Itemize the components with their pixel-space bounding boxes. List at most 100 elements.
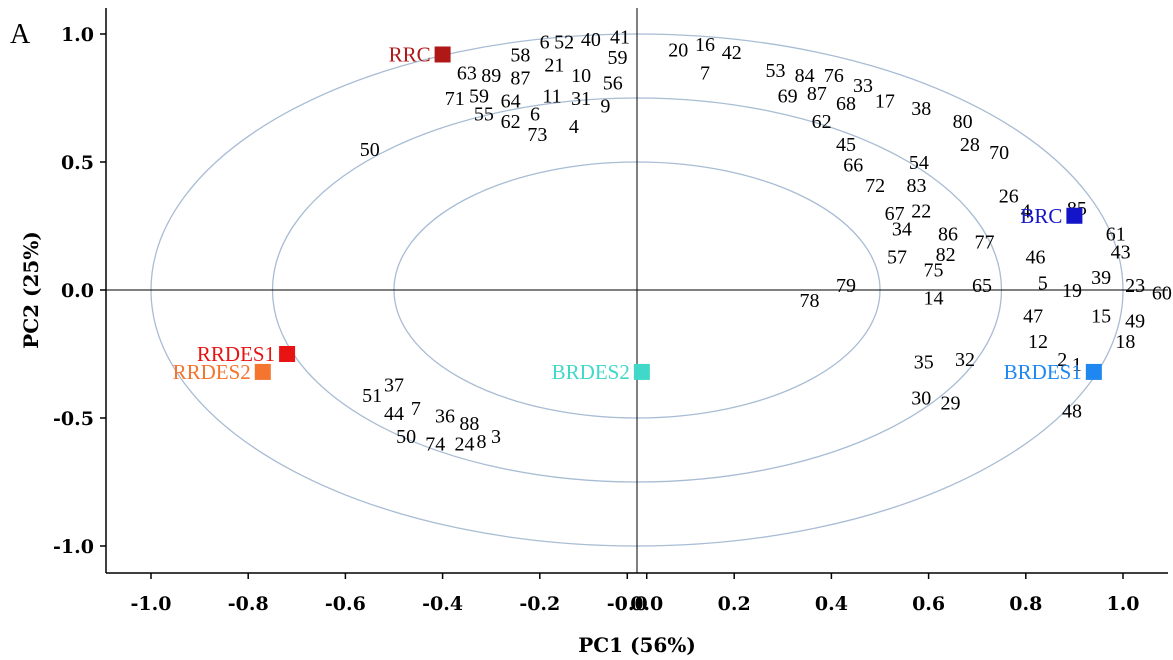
variable-label: 31 — [571, 88, 591, 110]
variable-label: 44 — [384, 403, 404, 425]
variable-label: 79 — [836, 275, 856, 297]
variable-label: 16 — [695, 34, 715, 56]
variable-label: 63 — [457, 62, 477, 84]
variable-label: 87 — [510, 68, 530, 90]
y-tick-label: 0.5 — [61, 152, 94, 174]
variable-label: 45 — [836, 134, 856, 156]
x-tick-label: 0.8 — [1009, 593, 1042, 615]
variable-label: 43 — [1111, 242, 1131, 264]
variable-label: 35 — [914, 352, 934, 374]
variable-label: 14 — [923, 288, 943, 310]
variable-label: 18 — [1115, 331, 1135, 353]
variable-label: 57 — [887, 247, 907, 269]
variable-label: 9 — [600, 96, 610, 118]
variable-label: 70 — [989, 142, 1009, 164]
variable-label: 62 — [812, 111, 832, 133]
variable-label: 34 — [892, 219, 912, 241]
variable-label: 8 — [476, 431, 486, 453]
sample-label-rrdes1: RRDES1 — [197, 342, 275, 366]
variable-label: 33 — [853, 75, 873, 97]
variable-label: 49 — [1125, 311, 1145, 333]
variable-label: 64 — [501, 91, 521, 113]
sample-marker-rrc — [434, 46, 451, 63]
variable-label: 7 — [411, 398, 421, 420]
variable-label: 3 — [491, 426, 501, 448]
variable-label: 88 — [459, 413, 479, 435]
variable-label: 41 — [610, 27, 630, 49]
variable-label: 6 — [530, 103, 540, 125]
variable-label: 52 — [554, 32, 574, 54]
sample-label-rrdes2: RRDES2 — [173, 360, 251, 384]
x-tick-label: -0.6 — [325, 593, 366, 615]
variable-label: 23 — [1125, 275, 1145, 297]
x-axis-title: PC1 (56%) — [578, 633, 696, 657]
y-tick-label: -0.5 — [53, 408, 94, 430]
variable-label: 4 — [1021, 201, 1031, 223]
sample-marker-rrdes2 — [254, 363, 271, 380]
variable-label: 55 — [474, 103, 494, 125]
sample-marker-brc — [1066, 207, 1083, 224]
variable-label: 20 — [668, 39, 688, 61]
variable-label: 83 — [906, 175, 926, 197]
variable-label: 62 — [501, 111, 521, 133]
variable-label: 65 — [972, 275, 992, 297]
variable-label: 10 — [571, 65, 591, 87]
variable-label: 69 — [778, 85, 798, 107]
variable-label: 48 — [1062, 400, 1082, 422]
variable-label: 4 — [569, 116, 579, 138]
x-tick-label: 0.4 — [815, 593, 848, 615]
variable-label: 72 — [865, 175, 885, 197]
variable-label: 46 — [1026, 247, 1046, 269]
x-tick-label: 0.0 — [630, 593, 663, 615]
sample-marker-rrdes1 — [279, 346, 296, 362]
variable-label: 71 — [445, 88, 465, 110]
variable-label: 38 — [911, 98, 931, 120]
variable-label: 39 — [1091, 267, 1111, 289]
variable-label: 2 — [1057, 349, 1067, 371]
x-tick-label: -0.4 — [422, 593, 463, 615]
panel-label: A — [10, 19, 31, 50]
sample-label-brdes2: BRDES2 — [552, 360, 630, 384]
y-axis-title: PC2 (25%) — [19, 231, 43, 349]
axes — [105, 8, 1168, 574]
x-tick-label: -0.0 — [607, 593, 648, 615]
variable-label: 59 — [469, 85, 489, 107]
variable-label: 51 — [362, 385, 382, 407]
variable-label: 28 — [960, 134, 980, 156]
x-tick-label: 0.2 — [718, 593, 751, 615]
variable-label: 21 — [544, 55, 564, 77]
variable-label: 37 — [384, 375, 404, 397]
x-tick-label: -0.2 — [519, 593, 560, 615]
variable-label: 82 — [936, 244, 956, 266]
variable-label: 75 — [923, 260, 943, 282]
variable-label: 6 — [540, 32, 550, 54]
x-tick-label: -1.0 — [131, 593, 172, 615]
variable-label: 61 — [1106, 224, 1126, 246]
variable-label: 12 — [1028, 331, 1048, 353]
variable-label: 66 — [843, 155, 863, 177]
variable-label: 84 — [795, 65, 815, 87]
variable-label: 89 — [481, 65, 501, 87]
variable-label: 68 — [836, 93, 856, 115]
x-tick-label: -0.8 — [228, 593, 269, 615]
y-tick-label: -1.0 — [53, 536, 94, 558]
variable-label: 53 — [766, 60, 786, 82]
variable-label: 80 — [953, 111, 973, 133]
variable-label: 50 — [360, 139, 380, 161]
variable-label: 87 — [807, 83, 827, 105]
variable-label: 60 — [1152, 283, 1172, 305]
variable-label: 24 — [454, 434, 474, 456]
x-tick-label: 0.6 — [912, 593, 945, 615]
variable-label: 54 — [909, 152, 929, 174]
variable-label: 29 — [940, 393, 960, 415]
variable-label: 58 — [510, 44, 530, 66]
sample-label-rrc: RRC — [389, 42, 431, 66]
x-tick-label: 1.0 — [1106, 593, 1139, 615]
sample-marker-brdes1 — [1085, 363, 1102, 380]
variable-label: 50 — [396, 426, 416, 448]
sample-label-brc: BRC — [1020, 204, 1062, 228]
variable-label: 11 — [542, 85, 561, 107]
